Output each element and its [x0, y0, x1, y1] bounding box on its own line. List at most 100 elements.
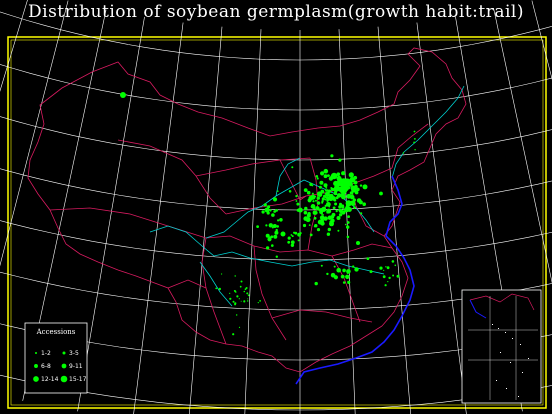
accession-point	[234, 275, 236, 277]
accession-point	[386, 266, 390, 270]
meridian-line	[377, 26, 411, 414]
accession-point	[257, 302, 259, 304]
accession-point	[414, 149, 416, 151]
legend-label: 3-5	[69, 350, 79, 357]
accession-point	[236, 314, 238, 316]
accession-point	[360, 212, 363, 215]
accession-point	[271, 226, 274, 229]
accession-point	[290, 240, 295, 245]
accession-point	[308, 224, 311, 227]
accession-point	[229, 292, 231, 294]
accession-point	[346, 235, 350, 239]
accession-point	[243, 290, 246, 293]
accession-point	[312, 210, 317, 215]
accession-point	[358, 200, 363, 205]
accession-point	[335, 209, 338, 213]
accession-point	[263, 203, 267, 207]
accession-point	[362, 184, 368, 190]
accession-point	[294, 231, 298, 235]
accession-point	[240, 280, 243, 283]
accession-point	[277, 219, 280, 222]
legend-label: 15-17	[69, 376, 87, 383]
accession-point	[413, 141, 415, 144]
accession-point	[353, 180, 358, 185]
accession-point	[329, 221, 334, 227]
accession-point	[323, 183, 328, 188]
accession-point	[312, 207, 316, 210]
coastline	[295, 175, 415, 385]
accession-point	[316, 228, 321, 232]
accession-point	[316, 201, 321, 205]
accession-point	[330, 199, 332, 201]
accession-point	[247, 294, 250, 297]
accession-point	[215, 287, 218, 290]
accession-point	[356, 187, 360, 192]
legend-symbol	[33, 376, 39, 382]
accession-point	[402, 152, 405, 154]
accession-point	[269, 238, 272, 241]
accession-point	[291, 235, 294, 238]
accession-point	[233, 290, 236, 292]
accession-point	[229, 297, 232, 300]
accession-point	[295, 200, 298, 202]
accession-point	[330, 172, 338, 180]
accession-point	[394, 264, 397, 267]
accession-point	[302, 223, 307, 228]
accession-point	[359, 184, 363, 187]
accession-point	[322, 206, 326, 210]
accession-point	[338, 205, 342, 209]
accession-point	[256, 225, 259, 229]
accession-point	[349, 194, 355, 200]
accession-point	[323, 209, 326, 212]
accession-point	[247, 298, 249, 300]
accession-point	[327, 174, 330, 177]
accession-point	[311, 192, 314, 195]
accession-point	[354, 190, 359, 195]
accession-point	[297, 239, 300, 242]
accession-point	[312, 200, 315, 203]
accession-point	[392, 274, 395, 277]
accession-point	[316, 177, 319, 180]
accession-point	[272, 197, 278, 202]
accession-point	[275, 209, 278, 212]
accession-point	[333, 265, 336, 268]
accession-point	[314, 281, 318, 286]
accession-point	[333, 198, 337, 202]
accession-point	[353, 206, 356, 210]
accession-point	[387, 281, 389, 283]
accession-point	[414, 138, 416, 140]
parallel-line	[0, 116, 552, 161]
accession-point	[319, 215, 325, 220]
accession-point	[333, 275, 338, 280]
accession-point	[236, 295, 239, 298]
legend-label: 9-11	[69, 363, 83, 370]
accession-point	[246, 292, 249, 295]
accession-point	[291, 166, 294, 169]
accession-point	[349, 177, 356, 183]
accession-point	[243, 300, 246, 303]
accession-point	[336, 193, 342, 198]
accession-point	[339, 202, 342, 206]
accession-point	[271, 244, 274, 247]
accession-point	[120, 92, 126, 98]
accession-point	[259, 300, 261, 302]
legend-label: 12-14	[41, 376, 59, 383]
accession-point	[261, 210, 264, 213]
legend: Accessions 1-2 3-5 6-8 9-11 12-14 15-17	[24, 322, 88, 394]
accession-point	[238, 298, 240, 300]
accession-point	[354, 267, 359, 272]
accession-point	[383, 269, 385, 271]
accession-point	[320, 171, 325, 176]
legend-title: Accessions	[36, 328, 76, 336]
accession-point	[331, 212, 336, 217]
accession-point	[324, 196, 327, 199]
accession-point	[396, 274, 400, 278]
meridian-line	[244, 29, 262, 414]
legend-symbol	[61, 363, 67, 369]
accession-point	[303, 210, 308, 215]
accession-point	[276, 225, 280, 228]
accession-point	[319, 180, 324, 185]
accession-point	[277, 190, 279, 192]
